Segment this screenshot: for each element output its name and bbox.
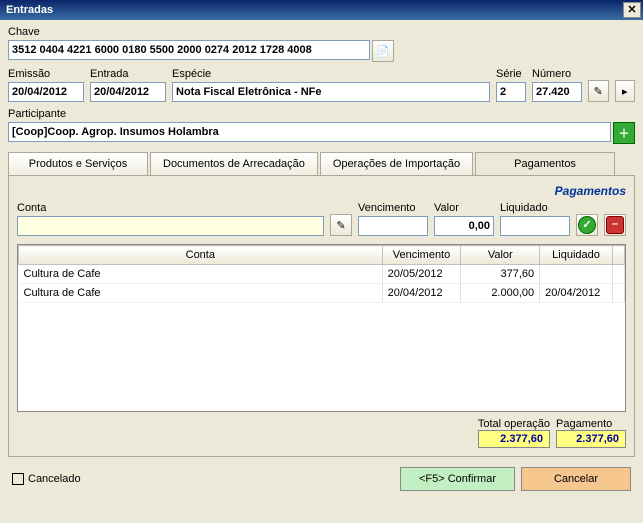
filter-valor-input[interactable] (434, 216, 494, 236)
cancelado-label: Cancelado (28, 473, 81, 485)
confirmar-button[interactable]: <F5> Confirmar (400, 467, 515, 491)
cell-venc: 20/04/2012 (382, 284, 461, 303)
tab-pagamentos[interactable]: Pagamentos (475, 152, 615, 176)
total-op-label: Total operação (478, 418, 550, 430)
col-liquidado[interactable]: Liquidado (540, 246, 613, 265)
title-bar: Entradas ✕ (0, 0, 643, 20)
col-vencimento[interactable]: Vencimento (382, 246, 461, 265)
cell-liq (540, 265, 613, 284)
numero-edit-icon[interactable]: ✎ (588, 80, 609, 102)
chave-label: Chave (8, 26, 394, 38)
filter-conta-edit-icon[interactable]: ✎ (330, 214, 352, 236)
col-valor[interactable]: Valor (461, 246, 540, 265)
filter-remove-icon[interactable]: – (604, 214, 626, 236)
filter-valor-label: Valor (434, 202, 494, 214)
filter-confirm-icon[interactable]: ✓ (576, 214, 598, 236)
especie-label: Espécie (172, 68, 490, 80)
total-pag-label: Pagamento (556, 418, 626, 430)
numero-label: Número (532, 68, 582, 80)
chave-input[interactable] (8, 40, 370, 60)
filter-venc-input[interactable] (358, 216, 428, 236)
cell-valor: 2.000,00 (461, 284, 540, 303)
table-row[interactable]: Cultura de Cafe 20/05/2012 377,60 (19, 265, 625, 284)
cell-venc: 20/05/2012 (382, 265, 461, 284)
table-row[interactable]: Cultura de Cafe 20/04/2012 2.000,00 20/0… (19, 284, 625, 303)
emissao-label: Emissão (8, 68, 84, 80)
close-icon[interactable]: ✕ (623, 2, 641, 18)
cell-conta: Cultura de Cafe (19, 265, 383, 284)
entrada-label: Entrada (90, 68, 166, 80)
serie-input[interactable] (496, 82, 526, 102)
total-pag-value: 2.377,60 (556, 430, 626, 448)
col-spacer (612, 246, 624, 265)
cancelar-button[interactable]: Cancelar (521, 467, 631, 491)
section-title: Pagamentos (17, 184, 626, 198)
tabs: Produtos e Serviços Documentos de Arreca… (8, 152, 635, 176)
window-title: Entradas (6, 4, 53, 16)
numero-more-icon[interactable]: ▸ (615, 80, 636, 102)
pagamentos-panel: Pagamentos Conta ✎ Vencimento Valor Liqu… (8, 175, 635, 457)
especie-input[interactable] (172, 82, 490, 102)
cell-conta: Cultura de Cafe (19, 284, 383, 303)
filter-conta-label: Conta (17, 202, 324, 214)
filter-liq-label: Liquidado (500, 202, 570, 214)
col-conta[interactable]: Conta (19, 246, 383, 265)
total-op-value: 2.377,60 (478, 430, 550, 448)
tab-documentos[interactable]: Documentos de Arrecadação (150, 152, 318, 176)
tab-operacoes[interactable]: Operações de Importação (320, 152, 473, 176)
filter-liq-input[interactable] (500, 216, 570, 236)
add-participante-icon[interactable]: ＋ (613, 122, 635, 144)
entrada-input[interactable] (90, 82, 166, 102)
tab-produtos[interactable]: Produtos e Serviços (8, 152, 148, 176)
filter-venc-label: Vencimento (358, 202, 428, 214)
pagamentos-table: Conta Vencimento Valor Liquidado Cultura… (17, 244, 626, 412)
serie-label: Série (496, 68, 526, 80)
content-area: Chave 📄 Emissão Entrada Espécie Série Nú… (0, 20, 643, 497)
cancelado-checkbox[interactable]: Cancelado (12, 473, 81, 485)
chave-lookup-icon[interactable]: 📄 (372, 40, 394, 62)
numero-input[interactable] (532, 82, 582, 102)
cell-liq: 20/04/2012 (540, 284, 613, 303)
filter-conta-input[interactable] (17, 216, 324, 236)
participante-label: Participante (8, 108, 635, 120)
emissao-input[interactable] (8, 82, 84, 102)
participante-input[interactable] (8, 122, 611, 142)
cell-valor: 377,60 (461, 265, 540, 284)
